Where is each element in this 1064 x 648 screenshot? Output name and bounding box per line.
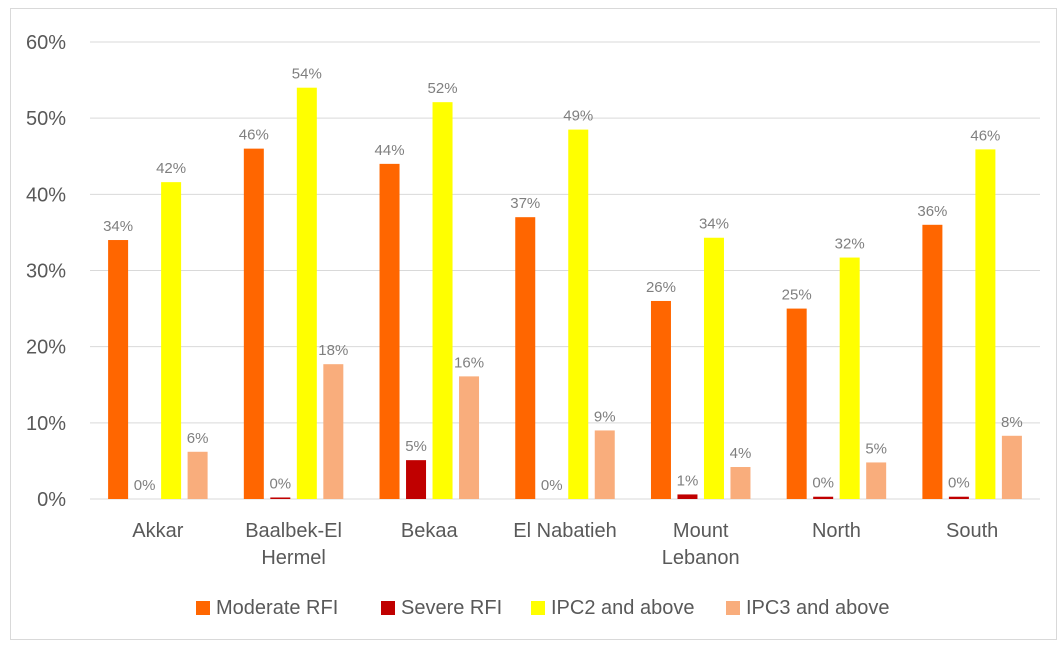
data-label: 5% <box>405 438 427 455</box>
data-label: 9% <box>594 408 616 425</box>
data-label: 42% <box>156 160 186 177</box>
bar <box>459 376 480 499</box>
data-label: 46% <box>239 127 269 144</box>
data-label: 36% <box>917 203 947 220</box>
data-label: 32% <box>835 236 865 253</box>
bar <box>432 102 453 500</box>
data-label: 6% <box>187 430 209 447</box>
bar <box>187 451 208 499</box>
bar <box>813 496 834 499</box>
bar <box>703 237 724 499</box>
data-label: 4% <box>730 445 752 462</box>
bar <box>922 224 943 500</box>
data-label: 1% <box>677 472 699 489</box>
data-label: 0% <box>812 475 834 492</box>
bar <box>161 182 182 499</box>
bar <box>323 364 344 499</box>
data-label: 16% <box>454 354 484 371</box>
bar <box>866 462 887 499</box>
y-tick-label: 30% <box>26 261 66 283</box>
bar <box>594 430 615 499</box>
bar <box>730 467 751 499</box>
bar <box>243 148 264 499</box>
bar <box>406 460 427 499</box>
data-label: 54% <box>292 66 322 83</box>
legend-swatch <box>726 601 740 615</box>
bar <box>379 163 400 499</box>
data-label: 46% <box>970 127 1000 144</box>
x-tick-label: Baalbek-El <box>245 520 342 542</box>
x-tick-label: Hermel <box>261 547 325 569</box>
x-tick-label: Bekaa <box>401 520 459 542</box>
data-label: 0% <box>948 475 970 492</box>
x-tick-label: South <box>946 520 998 542</box>
bar <box>948 496 969 499</box>
bar <box>270 497 291 499</box>
data-label: 5% <box>865 440 887 457</box>
legend-swatch <box>196 601 210 615</box>
legend-label: IPC2 and above <box>551 597 694 619</box>
bar <box>786 308 807 499</box>
x-tick-label: El Nabatieh <box>513 520 616 542</box>
y-tick-label: 40% <box>26 184 66 206</box>
data-label: 26% <box>646 279 676 296</box>
data-label: 18% <box>318 342 348 359</box>
y-tick-label: 20% <box>26 337 66 359</box>
bar <box>1001 435 1022 499</box>
x-tick-label: Lebanon <box>662 547 740 569</box>
data-label: 34% <box>103 218 133 235</box>
data-label: 37% <box>510 195 540 212</box>
legend-label: Severe RFI <box>401 597 502 619</box>
data-label: 0% <box>269 475 291 492</box>
y-tick-label: 60% <box>26 32 66 54</box>
bar <box>975 149 996 499</box>
data-label: 44% <box>375 142 405 159</box>
y-tick-label: 10% <box>26 413 66 435</box>
legend-swatch <box>381 601 395 615</box>
y-tick-label: 50% <box>26 108 66 130</box>
bar <box>677 494 698 499</box>
x-tick-label: Mount <box>673 520 729 542</box>
data-label: 52% <box>428 80 458 97</box>
y-tick-label: 0% <box>37 489 66 511</box>
data-label: 0% <box>134 477 156 494</box>
bar <box>650 300 671 499</box>
bar <box>296 87 317 499</box>
data-label: 8% <box>1001 414 1023 431</box>
bar <box>108 240 129 500</box>
data-label: 0% <box>541 477 563 494</box>
bar <box>568 129 589 499</box>
x-tick-label: North <box>812 520 861 542</box>
x-tick-label: Akkar <box>132 520 183 542</box>
legend-label: IPC3 and above <box>746 597 889 619</box>
bar <box>839 257 860 499</box>
data-label: 49% <box>563 108 593 125</box>
legend-label: Moderate RFI <box>216 597 338 619</box>
data-label: 25% <box>782 287 812 304</box>
legend-swatch <box>531 601 545 615</box>
bar <box>515 217 536 499</box>
data-label: 34% <box>699 216 729 233</box>
